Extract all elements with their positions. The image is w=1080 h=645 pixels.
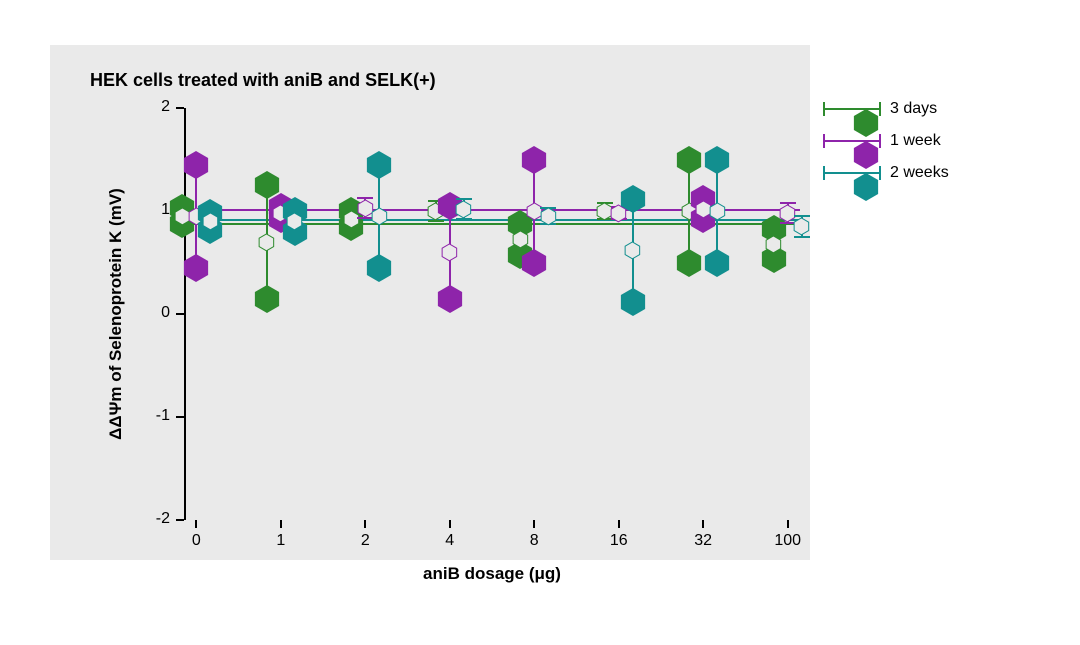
y-tick bbox=[176, 107, 184, 109]
legend-swatch bbox=[824, 172, 880, 174]
legend-item: 3 days bbox=[824, 100, 949, 118]
x-tick-label: 4 bbox=[430, 532, 470, 550]
x-axis-label: aniB dosage (μg) bbox=[423, 564, 561, 584]
legend-label: 3 days bbox=[890, 100, 937, 118]
legend-item: 1 week bbox=[824, 132, 949, 150]
legend-item: 2 weeks bbox=[824, 164, 949, 182]
y-tick-label: 0 bbox=[161, 304, 170, 322]
y-tick-label: -2 bbox=[156, 510, 170, 528]
legend-swatch bbox=[824, 108, 880, 110]
x-tick bbox=[364, 520, 366, 528]
x-tick bbox=[618, 520, 620, 528]
x-tick bbox=[787, 520, 789, 528]
x-tick-label: 8 bbox=[514, 532, 554, 550]
legend-swatch bbox=[824, 140, 880, 142]
x-tick-label: 0 bbox=[176, 532, 216, 550]
y-axis-label: ΔΔΨm of Selenoprotein K (mV) bbox=[106, 188, 126, 440]
x-tick-label: 2 bbox=[345, 532, 385, 550]
x-tick-label: 32 bbox=[683, 532, 723, 550]
y-tick bbox=[176, 519, 184, 521]
y-tick-label: 2 bbox=[161, 98, 170, 116]
x-tick bbox=[195, 520, 197, 528]
legend-label: 2 weeks bbox=[890, 164, 949, 182]
x-tick bbox=[280, 520, 282, 528]
legend: 3 days 1 week 2 weeks bbox=[824, 100, 949, 196]
legend-label: 1 week bbox=[890, 132, 941, 150]
chart-title: HEK cells treated with aniB and SELK(+) bbox=[90, 70, 436, 91]
y-tick bbox=[176, 313, 184, 315]
x-tick bbox=[702, 520, 704, 528]
x-tick-label: 1 bbox=[261, 532, 301, 550]
y-tick bbox=[176, 416, 184, 418]
x-tick-label: 100 bbox=[768, 532, 808, 550]
x-tick bbox=[449, 520, 451, 528]
y-tick-label: -1 bbox=[156, 407, 170, 425]
x-tick-label: 16 bbox=[599, 532, 639, 550]
x-tick bbox=[533, 520, 535, 528]
